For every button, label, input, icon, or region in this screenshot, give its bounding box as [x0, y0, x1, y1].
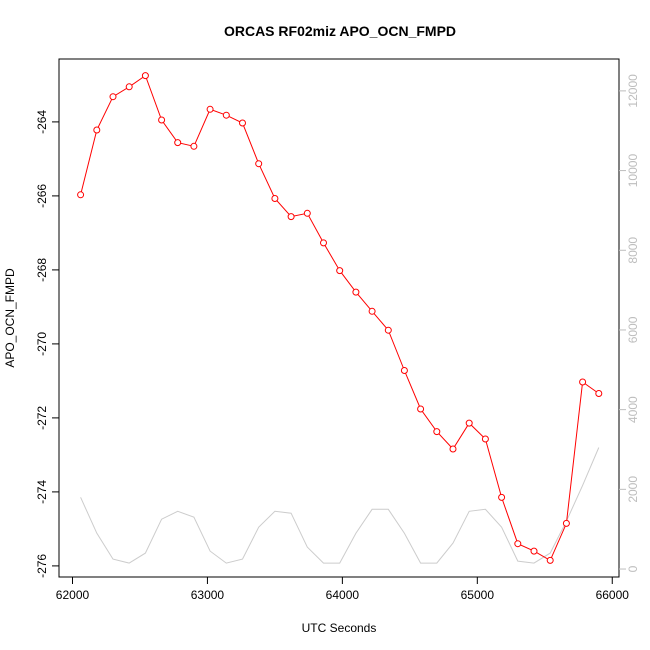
y-tick-label: -270 [35, 332, 49, 356]
chart-title: ORCAS RF02miz APO_OCN_FMPD [224, 23, 456, 39]
data-point [141, 72, 149, 80]
y2-tick-label: 0 [626, 565, 640, 572]
data-point [562, 519, 570, 527]
data-point [93, 126, 101, 134]
data-point [239, 119, 246, 127]
data-point [303, 209, 311, 217]
data-point [158, 116, 166, 124]
series-layer [77, 72, 603, 564]
data-point [174, 139, 182, 147]
y-tick-label: -272 [35, 406, 49, 430]
y-axis-label: APO_OCN_FMPD [3, 268, 17, 368]
data-point [109, 93, 117, 101]
data-point [595, 390, 603, 397]
data-point [579, 378, 587, 386]
y2-tick-label: 12000 [626, 74, 640, 108]
x-tick-label: 63000 [191, 588, 225, 602]
data-point [190, 142, 198, 150]
data-point [433, 428, 441, 436]
y-axis-left: -276 -274 -272 -270 -268 -266 -264 [35, 110, 59, 578]
data-point [449, 445, 457, 453]
x-tick-label: 62000 [56, 588, 90, 602]
data-point [546, 556, 554, 564]
data-point [320, 239, 327, 247]
y-tick-label: -274 [35, 480, 49, 504]
y2-tick-label: 10000 [626, 154, 640, 188]
y-axis-right: 0 2000 4000 6000 8000 10000 12000 [619, 74, 640, 572]
x-axis: 62000 63000 64000 65000 66000 [56, 576, 630, 602]
y2-tick-label: 2000 [626, 476, 640, 503]
x-tick-label: 64000 [326, 588, 360, 602]
y2-tick-label: 8000 [626, 237, 640, 264]
data-point [400, 367, 408, 374]
data-point [206, 105, 214, 113]
y2-tick-label: 4000 [626, 396, 640, 423]
x-tick-label: 65000 [461, 588, 495, 602]
data-point [271, 195, 279, 202]
data-point [417, 405, 425, 413]
altitude-series-line [80, 447, 600, 564]
data-point [368, 307, 376, 315]
x-axis-label: UTC Seconds [302, 621, 377, 635]
y-tick-label: -266 [35, 184, 49, 208]
data-point [514, 540, 522, 548]
data-point [465, 419, 473, 427]
y-tick-label: -268 [35, 258, 49, 282]
data-point [255, 160, 263, 168]
data-point [125, 83, 133, 91]
data-point [384, 326, 392, 334]
data-point [77, 191, 85, 199]
y-tick-label: -264 [35, 110, 49, 134]
data-point [336, 267, 344, 275]
data-point [481, 435, 489, 443]
y-tick-label: -276 [35, 554, 49, 578]
data-point [222, 111, 230, 119]
data-point [352, 288, 360, 296]
data-point [287, 213, 295, 221]
y2-tick-label: 6000 [626, 316, 640, 343]
x-tick-label: 66000 [596, 588, 630, 602]
data-point [498, 493, 506, 501]
data-point [530, 547, 538, 555]
